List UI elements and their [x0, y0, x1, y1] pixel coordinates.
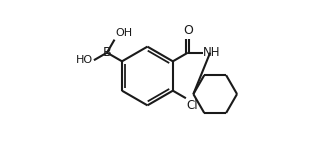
Text: B: B: [103, 46, 111, 59]
Text: OH: OH: [115, 28, 132, 38]
Text: Cl: Cl: [187, 99, 198, 112]
Text: O: O: [183, 24, 193, 37]
Text: NH: NH: [203, 46, 221, 59]
Text: HO: HO: [76, 55, 93, 65]
